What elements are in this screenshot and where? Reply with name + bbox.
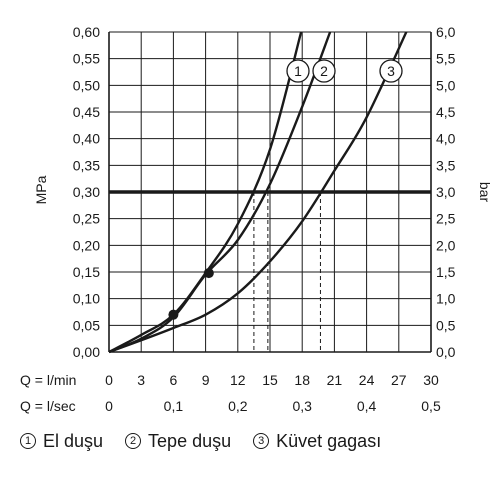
y-right-tick-label: 0,0	[436, 344, 456, 360]
y-left-tick-label: 0,40	[73, 131, 100, 147]
series-marker-circle-1	[286, 59, 310, 83]
x-lpm-ticks: 0 3 6 9 12 15 18 21 24 27 30	[105, 372, 439, 388]
y-right-tick-label: 4,0	[436, 131, 456, 147]
y-left-tick-label: 0,00	[73, 344, 100, 360]
x-lps-ticks: 0 0,1 0,2 0,3 0,4 0,5	[105, 398, 441, 414]
y-left-tick-label: 0,60	[73, 24, 100, 40]
y-right-tick-label: 1,0	[436, 291, 456, 307]
y-right-tick-label: 3,5	[436, 157, 456, 173]
legend-marker-1: 1	[20, 433, 36, 449]
y-right-tick-label: 5,5	[436, 51, 456, 67]
y-left-tick-label: 0,10	[73, 291, 100, 307]
y-left-tick-label: 0,25	[73, 211, 100, 227]
x-lpm-tick-label: 27	[391, 372, 407, 388]
x-lpm-tick-label: 30	[423, 372, 439, 388]
x-lps-row-label: Q = l/sec	[20, 398, 76, 414]
x-lps-tick-label: 0,1	[164, 398, 184, 414]
y-left-tick-label: 0,50	[73, 77, 100, 93]
y-left-tick-label: 0,05	[73, 317, 100, 333]
y-left-tick-label: 0,20	[73, 237, 100, 253]
drop-lines	[253, 192, 321, 352]
y-left-tick-label: 0,30	[73, 184, 100, 200]
x-lpm-tick-label: 6	[170, 372, 178, 388]
legend-item-tepe-dusu: 2 Tepe duşu	[125, 431, 231, 452]
y-left-tick-label: 0,45	[73, 104, 100, 120]
x-lpm-tick-label: 3	[137, 372, 145, 388]
x-lpm-row-label: Q = l/min	[20, 372, 76, 388]
x-lps-tick-label: 0,3	[292, 398, 312, 414]
data-point	[168, 309, 179, 320]
y-right-tick-label: 2,5	[436, 211, 456, 227]
legend-label-2: Tepe duşu	[148, 430, 232, 451]
y-left-ticks: 0,00 0,05 0,10 0,15 0,20 0,25 0,30 0,35 0,40 0,45…	[73, 24, 100, 360]
series-marker-circle-2	[312, 59, 336, 83]
y-left-label: MPa	[33, 175, 49, 204]
x-lps-tick-label: 0,4	[357, 398, 377, 414]
y-right-tick-label: 1,5	[436, 264, 456, 280]
legend-label-3: Küvet gagası	[276, 430, 382, 451]
y-left-tick-label: 0,55	[73, 51, 100, 67]
series-curves	[108, 31, 408, 354]
y-right-tick-label: 5,0	[436, 77, 456, 93]
x-lpm-tick-label: 9	[202, 372, 210, 388]
series-markers: 1 2 3	[286, 59, 403, 83]
y-left-tick-label: 0,35	[73, 157, 100, 173]
y-left-tick-label: 0,15	[73, 264, 100, 280]
series-line-1	[108, 31, 303, 354]
data-point	[203, 268, 214, 279]
series-marker-label-2: 2	[320, 63, 328, 79]
legend-marker-2: 2	[125, 433, 142, 449]
y-right-tick-label: 4,5	[436, 104, 456, 120]
y-right-ticks: 0,0 0,5 1,0 1,5 2,0 2,5 3,0 3,5 4,0 4,5 5,0 5,5 6,0	[436, 24, 456, 360]
x-lpm-tick-label: 21	[327, 372, 343, 388]
y-right-tick-label: 0,5	[436, 317, 456, 333]
x-lpm-tick-label: 15	[262, 372, 278, 388]
legend-item-kuvet-gagasi: 3 Küvet gagası	[253, 431, 381, 452]
x-lps-tick-label: 0	[105, 398, 113, 414]
y-right-tick-label: 3,0	[436, 184, 456, 200]
y-right-tick-label: 2,0	[436, 237, 456, 253]
series-marker-label-1: 1	[294, 63, 302, 79]
data-points	[168, 268, 214, 320]
x-lpm-tick-label: 18	[294, 372, 310, 388]
legend-label-1: El duşu	[43, 430, 104, 451]
y-right-tick-label: 6,0	[436, 24, 456, 40]
legend-item-el-dusu: 1 El duşu	[20, 431, 103, 452]
y-right-label: bar	[477, 182, 493, 203]
series-marker-circle-3	[379, 59, 403, 83]
x-lpm-tick-label: 24	[359, 372, 375, 388]
series-line-3	[108, 31, 408, 354]
series-marker-label-3: 3	[387, 63, 395, 79]
legend-marker-3: 3	[253, 433, 270, 449]
legend: 1 El duşu 2 Tepe duşu 3 Küvet gagası	[20, 428, 490, 454]
series-line-2	[108, 31, 332, 354]
x-lpm-tick-label: 12	[230, 372, 246, 388]
x-lps-tick-label: 0,5	[421, 398, 441, 414]
x-lps-tick-label: 0,2	[228, 398, 248, 414]
x-lpm-tick-label: 0	[105, 372, 113, 388]
